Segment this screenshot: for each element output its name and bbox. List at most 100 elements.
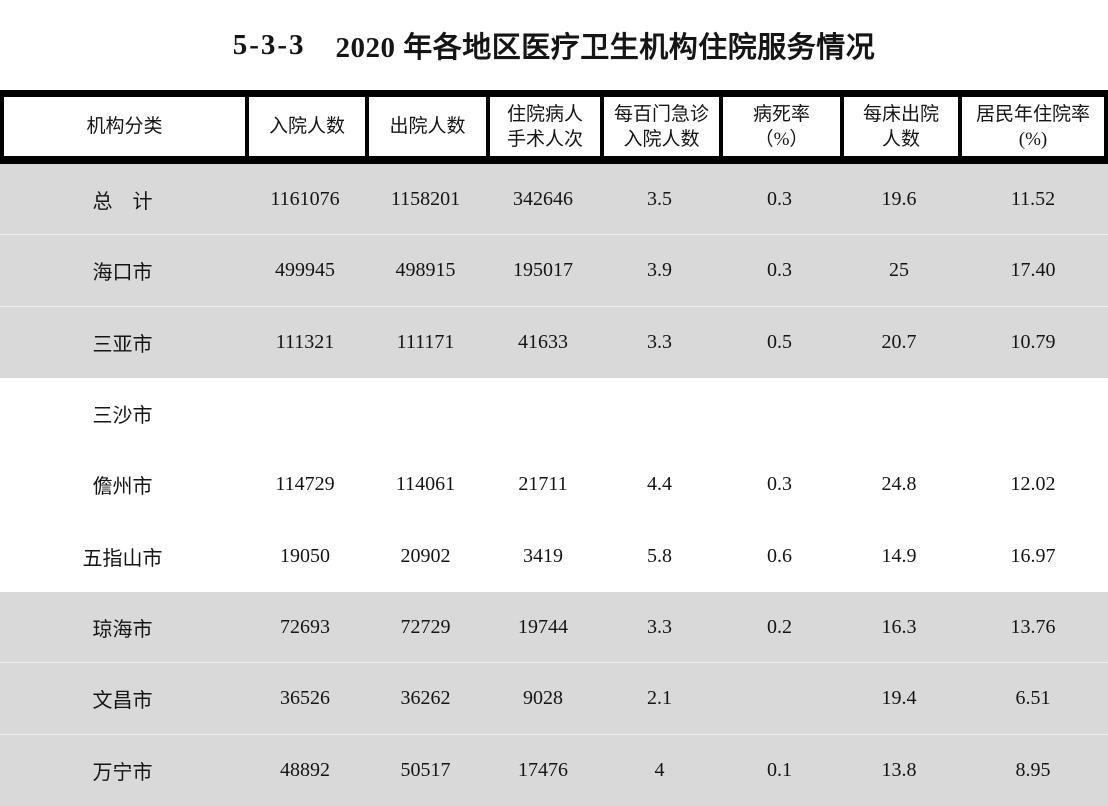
col-header-discharges-per-bed: 每床出院 人数 [840, 97, 958, 156]
value-cell [245, 378, 365, 449]
header-line: 机构分类 [86, 116, 163, 137]
table-row-wanning: 万宁市 48892 50517 17476 4 0.1 13.8 8.95 [0, 734, 1108, 806]
value-cell [719, 378, 840, 449]
region-cell: 五指山市 [82, 547, 163, 570]
value-cell [365, 378, 486, 449]
header-line: (%) [1018, 128, 1048, 150]
value-cell [840, 378, 958, 449]
value-cell: 48892 [280, 758, 330, 781]
region-cell: 三沙市 [92, 405, 153, 428]
page-title: 5-3-3 2020 年各地区医疗卫生机构住院服务情况 [0, 0, 1108, 90]
value-cell: 114729 [275, 473, 335, 496]
value-cell: 4 [654, 758, 665, 781]
table-row-sanya: 三亚市 111321 111171 41633 3.3 0.5 20.7 10.… [0, 306, 1108, 378]
value-cell: 19050 [280, 544, 330, 567]
value-cell: 111171 [396, 330, 455, 353]
header-line: 入院人数 [268, 116, 345, 137]
value-cell: 499945 [275, 259, 335, 282]
value-cell: 195017 [513, 259, 573, 282]
value-cell [958, 378, 1108, 449]
value-cell: 13.8 [881, 758, 917, 781]
table-body: 总 计 1161076 1158201 342646 3.5 0.3 19.6 … [0, 164, 1108, 806]
header-line: 人数 [881, 128, 920, 150]
value-cell: 5.8 [647, 544, 672, 567]
value-cell: 16.97 [1010, 544, 1056, 567]
value-cell: 20.7 [881, 330, 917, 353]
value-cell: 0.6 [767, 544, 792, 567]
value-cell: 17476 [518, 758, 568, 781]
col-header-mortality-rate: 病死率 （%） [719, 97, 840, 156]
table-row-total: 总 计 1161076 1158201 342646 3.5 0.3 19.6 … [0, 164, 1108, 236]
value-cell [600, 378, 719, 449]
header-line: 每床出院 [862, 103, 939, 125]
value-cell: 4.4 [647, 473, 672, 496]
value-cell: 1161076 [270, 188, 340, 211]
value-cell: 0.3 [767, 473, 792, 496]
value-cell: 19.6 [881, 188, 917, 211]
header-line: 入院人数 [623, 128, 700, 150]
col-header-discharges: 出院人数 [365, 97, 486, 156]
value-cell: 16.3 [881, 616, 917, 639]
value-cell: 9028 [523, 687, 563, 710]
region-cell: 总 计 [92, 191, 153, 214]
value-cell: 72693 [280, 616, 330, 639]
table-row-wenchang: 文昌市 36526 36262 9028 2.1 19.4 6.51 [0, 663, 1108, 735]
table-row-wuzhishan: 五指山市 19050 20902 3419 5.8 0.6 14.9 16.97 [0, 521, 1108, 592]
col-header-institution-class: 机构分类 [0, 97, 245, 156]
table-row-danzhou: 儋州市 114729 114061 21711 4.4 0.3 24.8 12.… [0, 449, 1108, 520]
value-cell: 25 [889, 259, 909, 282]
value-cell: 0.3 [767, 188, 792, 211]
value-cell: 111321 [275, 330, 335, 353]
region-cell: 文昌市 [92, 690, 153, 713]
value-cell: 19.4 [881, 687, 917, 710]
table-row-haikou: 海口市 499945 498915 195017 3.9 0.3 25 17.4… [0, 235, 1108, 307]
header-line: 住院病人 [506, 103, 583, 125]
col-header-residents-hospitalization-rate: 居民年住院率 (%) [958, 97, 1108, 156]
value-cell: 14.9 [881, 544, 917, 567]
value-cell: 3.3 [647, 616, 672, 639]
header-line: 病死率 [752, 103, 810, 125]
header-line: 居民年住院率 [975, 103, 1090, 125]
value-cell: 41633 [518, 330, 568, 353]
col-header-admissions: 入院人数 [245, 97, 365, 156]
value-cell: 3419 [523, 544, 563, 567]
value-cell: 0.3 [767, 259, 792, 282]
value-cell: 50517 [400, 758, 451, 781]
header-line: 出院人数 [389, 116, 466, 137]
table-row-qionghai: 琼海市 72693 72729 19744 3.3 0.2 16.3 13.76 [0, 591, 1108, 664]
value-cell: 114061 [395, 473, 456, 496]
header-line: 每百门急诊 [613, 103, 709, 125]
region-cell: 海口市 [92, 262, 153, 285]
value-cell: 24.8 [881, 473, 917, 496]
value-cell: 3.3 [647, 330, 672, 353]
table-row-sansha: 三沙市 [0, 378, 1108, 449]
table-header: 机构分类 入院人数 出院人数 住院病人 手术人次 每百门急诊 入院人数 病死率 … [0, 90, 1108, 164]
region-cell: 琼海市 [92, 619, 153, 642]
value-cell: 498915 [395, 259, 456, 282]
value-cell: 0.5 [767, 330, 792, 353]
value-cell: 21711 [518, 473, 568, 496]
table-number: 5-3-3 [232, 28, 306, 61]
value-cell: 3.5 [647, 188, 672, 211]
value-cell [719, 663, 840, 734]
value-cell: 72729 [400, 616, 451, 639]
value-cell: 20902 [400, 544, 451, 567]
col-header-admissions-per-100-visits: 每百门急诊 入院人数 [600, 97, 719, 156]
value-cell: 36526 [280, 687, 330, 710]
value-cell: 10.79 [1010, 330, 1056, 353]
value-cell: 2.1 [647, 687, 672, 710]
value-cell: 6.51 [1015, 687, 1051, 710]
value-cell: 342646 [513, 188, 573, 211]
region-cell: 儋州市 [92, 476, 153, 499]
value-cell: 36262 [400, 687, 451, 710]
value-cell: 0.2 [767, 616, 792, 639]
region-cell: 三亚市 [92, 333, 153, 356]
value-cell: 8.95 [1015, 758, 1051, 781]
value-cell: 1158201 [390, 188, 461, 211]
value-cell: 0.1 [767, 758, 792, 781]
value-cell: 3.9 [647, 259, 672, 282]
region-cell: 万宁市 [92, 761, 153, 784]
table-title: 2020 年各地区医疗卫生机构住院服务情况 [335, 32, 876, 64]
value-cell: 13.76 [1010, 616, 1056, 639]
value-cell: 17.40 [1010, 259, 1056, 282]
